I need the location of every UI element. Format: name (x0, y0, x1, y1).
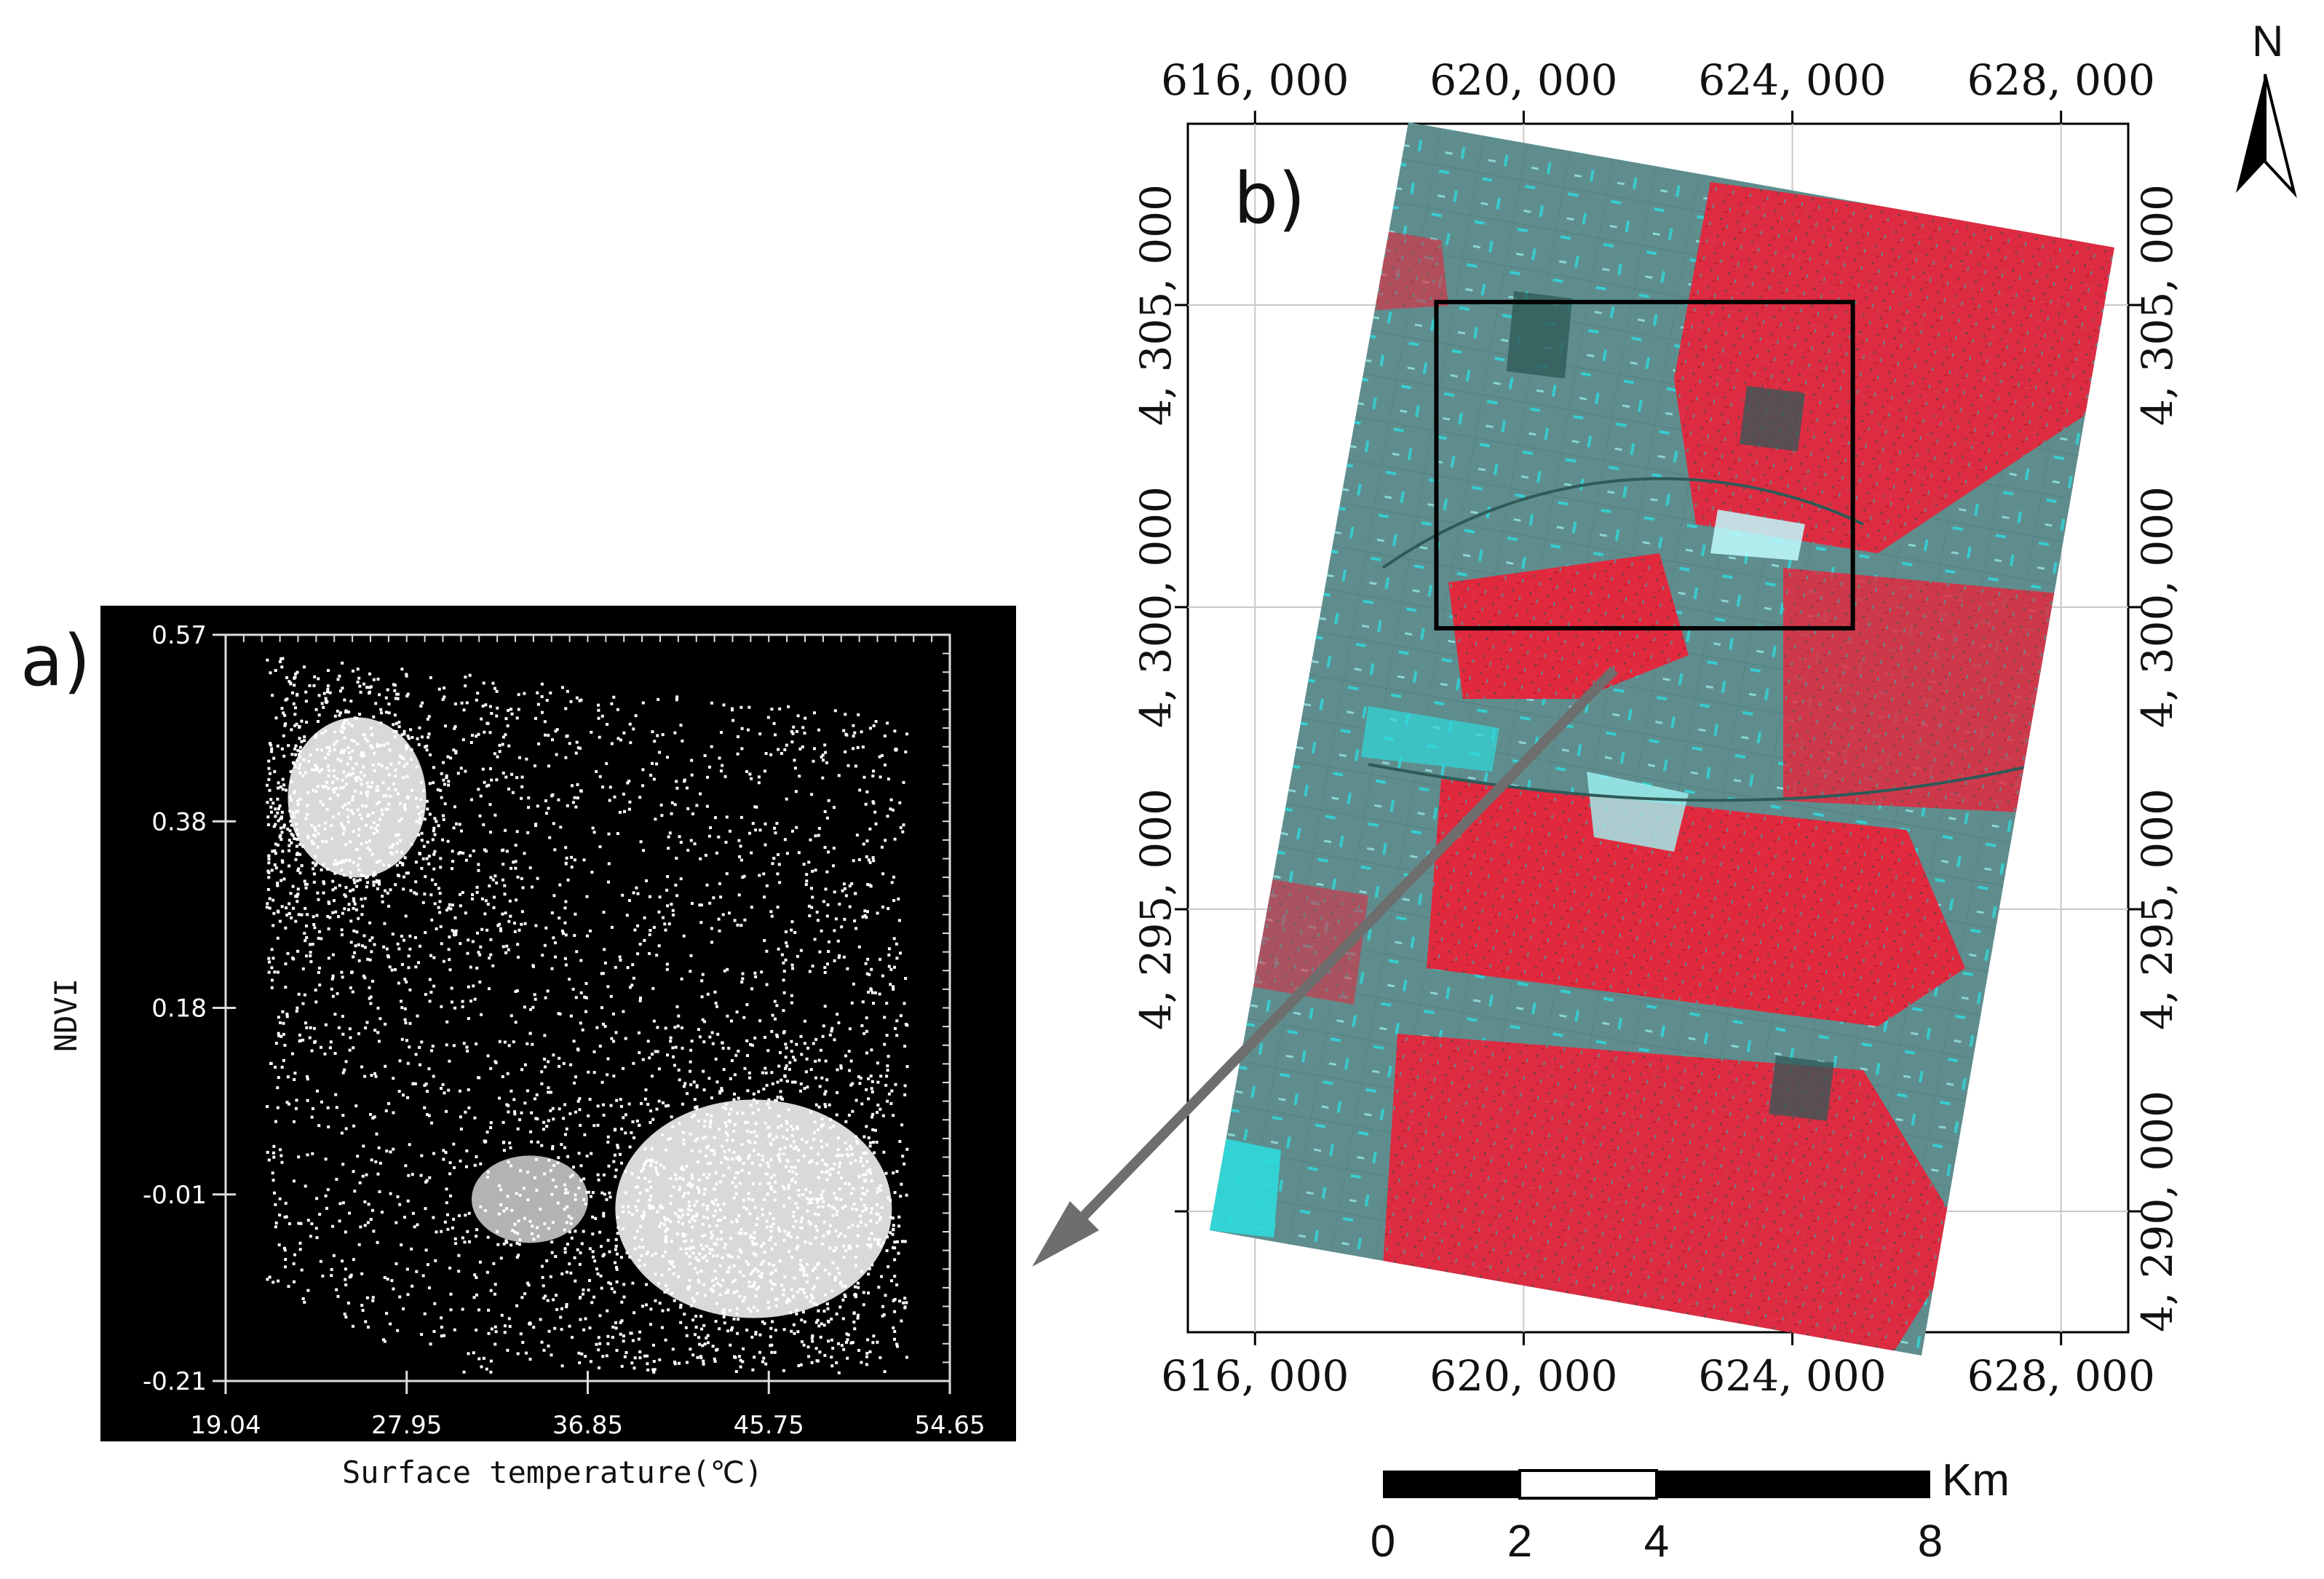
map-bottom-tick-label: 620, 000 (1429, 1351, 1617, 1401)
dense-lobe-upper (287, 717, 427, 878)
scale-unit: Km (1942, 1455, 2010, 1505)
scatter-panel: 0.57 0.38 0.18 -0.01 -0.21 19.04 27.95 36.85 45.… (100, 606, 1016, 1441)
map-panel: 616, 000 620, 000 624, 000 628, 000 616, 000… (1131, 55, 2182, 1401)
x-tick-label: 36.85 (552, 1411, 623, 1440)
x-tick-label: 19.04 (190, 1411, 261, 1440)
scatter-background (100, 606, 1016, 1441)
scatter-y-axis-label: NDVI (48, 978, 84, 1053)
scatter-tick-labels: 0.57 0.38 0.18 -0.01 -0.21 19.04 27.95 36.85 45.… (143, 621, 985, 1440)
study-area-box (1434, 299, 1855, 631)
y-tick-label: 0.57 (151, 621, 207, 650)
scatter-ticks (213, 633, 951, 1394)
map-right-tick-label: 4, 295, 000 (2133, 788, 2182, 1030)
map-left-tick-label: 4, 295, 000 (1131, 788, 1181, 1030)
map-left-tick-label: 4, 305, 000 (1131, 184, 1181, 426)
map-top-tick-label: 624, 000 (1698, 55, 1886, 105)
satellite-image (1210, 122, 2114, 1356)
x-tick-label: 54.65 (914, 1411, 985, 1440)
map-bottom-tick-label: 616, 000 (1161, 1351, 1349, 1401)
north-arrow-icon (2236, 74, 2297, 198)
scatter-x-axis-label: Surface temperature(℃) (342, 1455, 764, 1490)
north-label: N (2252, 17, 2284, 66)
scatter-points (265, 657, 909, 1374)
map-top-tick-label: 620, 000 (1429, 55, 1617, 105)
map-right-tick-label: 4, 300, 000 (2133, 486, 2182, 728)
dense-lobe-lower (615, 1099, 892, 1318)
scatter-point (893, 747, 898, 752)
map-top-tick-label: 628, 000 (1967, 55, 2155, 105)
y-tick-label: -0.01 (143, 1181, 207, 1210)
scatter-point (853, 1292, 858, 1297)
map-bottom-tick-label: 624, 000 (1698, 1351, 1886, 1401)
x-tick-label: 45.75 (734, 1411, 804, 1440)
scatter-point (324, 699, 329, 704)
map-right-tick-label: 4, 305, 000 (2133, 184, 2182, 426)
panel-a-label: a) (20, 620, 91, 702)
map-bottom-tick-label: 628, 000 (1967, 1351, 2155, 1401)
x-tick-label: 27.95 (371, 1411, 442, 1440)
scale-label-8: 8 (1917, 1516, 1943, 1567)
scale-label-4: 4 (1643, 1516, 1670, 1567)
y-tick-label: 0.38 (151, 807, 207, 836)
scatter-point (649, 1158, 654, 1163)
y-tick-label: -0.21 (143, 1367, 207, 1396)
y-tick-label: 0.18 (151, 994, 207, 1024)
scale-label-0: 0 (1370, 1516, 1396, 1567)
scatter-point (528, 1321, 533, 1326)
map-right-tick-label: 4, 290, 000 (2133, 1091, 2182, 1332)
scatter-point (405, 795, 411, 800)
panel-b-label: b) (1234, 158, 1306, 240)
connector-arrow (1032, 666, 1619, 1267)
scale-bar (1383, 1469, 1930, 1500)
map-tick-labels: 616, 000 620, 000 624, 000 628, 000 616, 000… (1131, 55, 2182, 1401)
scale-label-2: 2 (1507, 1516, 1533, 1567)
map-left-tick-label: 4, 300, 000 (1131, 486, 1181, 728)
map-top-tick-label: 616, 000 (1161, 55, 1349, 105)
